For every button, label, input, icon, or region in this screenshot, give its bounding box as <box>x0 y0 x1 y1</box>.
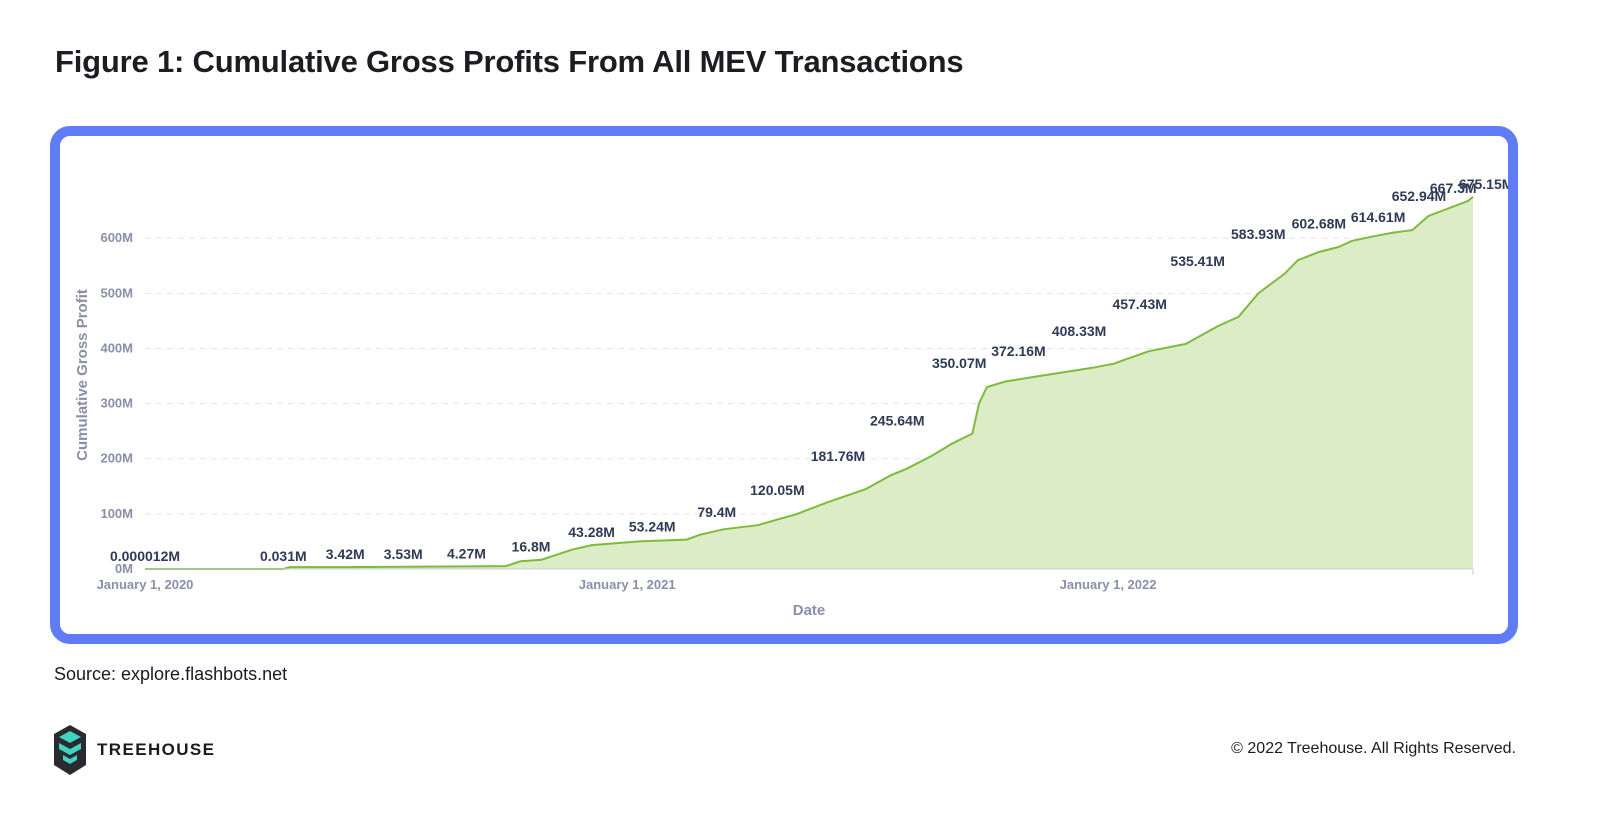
x-tick-label: January 1, 2020 <box>97 577 194 592</box>
data-label: 675.15M <box>1459 176 1508 192</box>
data-labels: 0.000012M 0.031M 3.42M 3.53M 4.27M 16.8M 43.28… <box>110 176 1508 564</box>
series-line <box>145 196 1474 570</box>
data-label: 16.8M <box>512 539 551 555</box>
y-tick-label: 600M <box>100 230 133 245</box>
data-label: 43.28M <box>568 524 615 540</box>
data-label: 535.41M <box>1170 253 1224 269</box>
data-label: 53.24M <box>629 519 676 535</box>
data-label: 120.05M <box>750 482 804 498</box>
y-tick-label: 0M <box>115 561 133 576</box>
y-tick-label: 300M <box>100 396 133 411</box>
data-label: 602.68M <box>1292 216 1346 232</box>
copyright: © 2022 Treehouse. All Rights Reserved. <box>1231 740 1516 757</box>
data-label: 408.33M <box>1052 323 1106 339</box>
brand: TREEHOUSE <box>53 724 215 776</box>
data-label: 3.53M <box>384 546 423 562</box>
y-tick-label: 500M <box>100 285 133 300</box>
brand-name: TREEHOUSE <box>97 740 216 759</box>
data-label: 583.93M <box>1231 226 1285 242</box>
data-label: 350.07M <box>932 355 986 371</box>
data-label: 667.3M <box>1430 180 1477 196</box>
x-tick-label: January 1, 2021 <box>579 577 676 592</box>
source-note: Source: explore.flashbots.net <box>54 664 288 684</box>
y-axis-title: Cumulative Gross Profit <box>74 289 91 461</box>
data-label: 372.16M <box>991 343 1045 359</box>
axes: 0M 100M 200M 300M 400M 500M 600M January 1, 202… <box>97 230 1474 592</box>
area-fill <box>145 196 1473 570</box>
data-label: 652.94M <box>1392 188 1446 204</box>
y-tick-label: 100M <box>100 506 133 521</box>
data-label: 79.4M <box>697 504 736 520</box>
data-label: 4.27M <box>447 546 486 562</box>
treehouse-logo-icon <box>54 725 86 775</box>
data-label: 181.76M <box>811 448 865 464</box>
y-tick-label: 400M <box>100 340 133 355</box>
data-label: 614.61M <box>1351 209 1405 225</box>
data-label: 3.42M <box>326 546 365 562</box>
data-label: 457.43M <box>1112 296 1166 312</box>
x-tick-label: January 1, 2022 <box>1060 577 1157 592</box>
figure-title: Figure 1: Cumulative Gross Profits From … <box>55 44 964 79</box>
data-label: 245.64M <box>870 413 924 429</box>
x-axis-title: Date <box>793 602 826 619</box>
data-label: 0.000012M <box>110 548 180 564</box>
y-tick-label: 200M <box>100 451 133 466</box>
data-label: 0.031M <box>260 548 307 564</box>
cumulative-profit-chart: 0M 100M 200M 300M 400M 500M 600M January 1, 202… <box>74 176 1508 619</box>
chart-frame: 0M 100M 200M 300M 400M 500M 600M January 1, 202… <box>50 126 1518 644</box>
